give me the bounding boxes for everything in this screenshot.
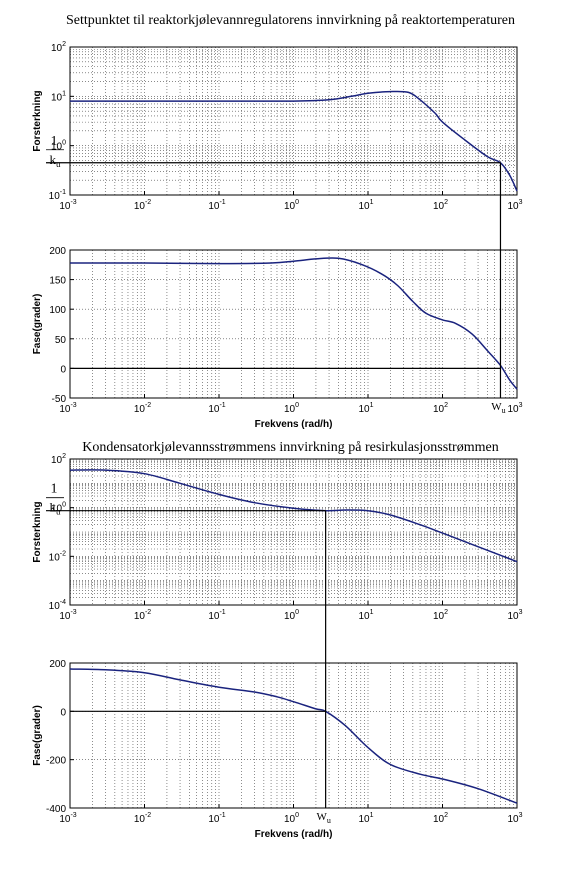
y-tick-label: 102 [51,41,66,54]
y-axis-label: Fase(grader) [32,294,43,355]
y-tick-label: 200 [49,246,66,257]
y-tick-label: -400 [46,804,66,815]
x-tick-label: 10-3 [59,812,76,825]
y-axis-label: Forsterkning [32,501,43,562]
x-tick-label: 10-1 [208,199,225,212]
x-tick-label: 103 [507,402,522,415]
x-tick-label: 101 [358,609,373,622]
chart-title: Kondensatorkjølevannsstrømmens innvirkni… [82,440,498,455]
y-tick-label: 200 [49,659,66,670]
x-tick-label: 10-3 [59,609,76,622]
y-tick-label: 50 [55,335,67,346]
x-tick-label: 10-1 [208,812,225,825]
series-line [69,668,518,804]
x-tick-label: 10-2 [134,199,151,212]
x-tick-label: 101 [358,402,373,415]
x-tick-label: 101 [358,812,373,825]
plot-area [70,47,517,195]
x-tick-label: 10-2 [134,402,151,415]
plot-area [70,250,517,398]
x-tick-label: 100 [284,402,299,415]
critical-gain-numerator: 1 [51,482,58,497]
grid-lines [70,663,517,808]
chart-panel-4: 10-3 10-2 10-1 100 101 102 103 -400 -200 0 200 Fase… [32,659,523,840]
x-axis-label: Frekvens (rad/h) [255,419,333,430]
y-tick-label: 102 [51,453,66,466]
chart-panel-1: Settpunktet til reaktorkjølevannregulato… [32,13,523,212]
y-tick-label: -200 [46,756,66,767]
y-tick-label: 101 [51,90,66,103]
x-tick-label: 10-1 [208,609,225,622]
x-tick-label: 10-3 [59,402,76,415]
x-tick-label: 10-2 [134,609,151,622]
series-line [69,257,518,390]
x-tick-label: 103 [507,609,522,622]
y-tick-label: 10-1 [49,189,66,202]
grid-lines [70,250,517,398]
x-tick-label: 100 [284,609,299,622]
y-tick-label: 0 [60,707,66,718]
x-tick-label: 100 [284,812,299,825]
x-tick-label: 100 [284,199,299,212]
critical-gain-numerator: 1 [51,134,58,149]
x-tick-label: 10-2 [134,812,151,825]
y-tick-label: 100 [49,305,66,316]
y-tick-label: 10-2 [49,550,66,563]
x-tick-label: 10-3 [59,199,76,212]
x-tick-label: 102 [433,812,448,825]
crossover-frequency-label: Wu [491,401,505,415]
x-tick-label: 101 [358,199,373,212]
x-tick-label: 103 [507,812,522,825]
y-tick-label: 0 [60,364,66,375]
chart-panel-3: Kondensatorkjølevannsstrømmens innvirkni… [32,440,523,622]
chart-panel-2: 10-3 10-2 10-1 100 101 102 103 -50 0 50 100 150 200 F… [32,246,523,430]
x-tick-label: 102 [433,609,448,622]
y-tick-label: 100 [51,140,66,153]
critical-gain-denominator: ku [50,152,62,169]
x-axis-label: Frekvens (rad/h) [255,829,333,840]
crossover-frequency-label: Wu [316,811,330,825]
y-axis-label: Fase(grader) [32,705,43,766]
y-tick-label: -50 [52,394,67,405]
grid-lines [70,459,517,605]
x-tick-label: 10-1 [208,402,225,415]
series-line [70,90,518,192]
y-axis-label: Forsterkning [32,90,43,151]
x-tick-label: 102 [433,199,448,212]
y-tick-label: 10-4 [49,599,66,612]
y-tick-label: 150 [49,276,66,287]
y-tick-label: 100 [51,502,66,515]
chart-title: Settpunktet til reaktorkjølevannregulato… [66,13,515,28]
critical-gain-denominator: ku [50,500,62,517]
x-tick-label: 102 [433,402,448,415]
x-tick-label: 103 [507,199,522,212]
